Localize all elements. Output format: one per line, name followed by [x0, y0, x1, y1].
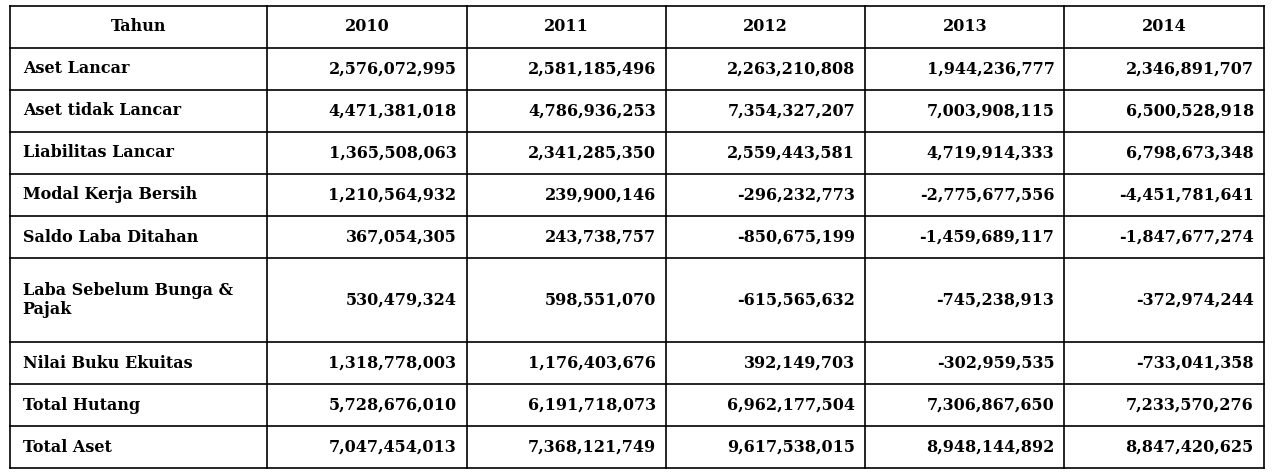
Text: 7,368,121,749: 7,368,121,749	[527, 439, 656, 456]
Text: 2,581,185,496: 2,581,185,496	[527, 60, 656, 77]
Text: 6,962,177,504: 6,962,177,504	[727, 397, 855, 414]
Text: 4,786,936,253: 4,786,936,253	[527, 102, 656, 119]
Text: 1,210,564,932: 1,210,564,932	[329, 186, 456, 203]
Text: Tahun: Tahun	[111, 18, 167, 35]
Text: -1,459,689,117: -1,459,689,117	[920, 228, 1055, 246]
Text: Saldo Laba Ditahan: Saldo Laba Ditahan	[23, 228, 197, 246]
Text: Total Aset: Total Aset	[23, 439, 112, 456]
Text: -1,847,677,274: -1,847,677,274	[1119, 228, 1254, 246]
Text: Aset tidak Lancar: Aset tidak Lancar	[23, 102, 181, 119]
Text: -615,565,632: -615,565,632	[738, 292, 855, 309]
Text: 2,263,210,808: 2,263,210,808	[726, 60, 855, 77]
Text: 6,191,718,073: 6,191,718,073	[527, 397, 656, 414]
Text: 4,719,914,333: 4,719,914,333	[926, 145, 1055, 161]
Text: 2013: 2013	[943, 18, 987, 35]
Text: 6,500,528,918: 6,500,528,918	[1125, 102, 1254, 119]
Text: -302,959,535: -302,959,535	[936, 355, 1055, 372]
Text: 2,576,072,995: 2,576,072,995	[329, 60, 456, 77]
Text: 7,047,454,013: 7,047,454,013	[329, 439, 456, 456]
Text: 530,479,324: 530,479,324	[345, 292, 456, 309]
Text: -850,675,199: -850,675,199	[738, 228, 855, 246]
Text: 5,728,676,010: 5,728,676,010	[329, 397, 456, 414]
Text: 2,346,891,707: 2,346,891,707	[1126, 60, 1254, 77]
Text: 8,847,420,625: 8,847,420,625	[1125, 439, 1254, 456]
Text: 2,559,443,581: 2,559,443,581	[727, 145, 855, 161]
Text: -745,238,913: -745,238,913	[936, 292, 1055, 309]
Text: 1,365,508,063: 1,365,508,063	[329, 145, 456, 161]
Text: Laba Sebelum Bunga &
Pajak: Laba Sebelum Bunga & Pajak	[23, 282, 233, 319]
Text: 392,149,703: 392,149,703	[744, 355, 855, 372]
Text: Liabilitas Lancar: Liabilitas Lancar	[23, 145, 173, 161]
Text: 9,617,538,015: 9,617,538,015	[727, 439, 855, 456]
Text: 2010: 2010	[344, 18, 390, 35]
Text: Aset Lancar: Aset Lancar	[23, 60, 129, 77]
Text: 1,318,778,003: 1,318,778,003	[329, 355, 456, 372]
Text: 7,306,867,650: 7,306,867,650	[926, 397, 1055, 414]
Text: 2012: 2012	[743, 18, 787, 35]
Text: -4,451,781,641: -4,451,781,641	[1119, 186, 1254, 203]
Text: Nilai Buku Ekuitas: Nilai Buku Ekuitas	[23, 355, 192, 372]
Text: 1,944,236,777: 1,944,236,777	[926, 60, 1055, 77]
Text: -2,775,677,556: -2,775,677,556	[920, 186, 1055, 203]
Text: 2014: 2014	[1142, 18, 1186, 35]
Text: 2011: 2011	[544, 18, 589, 35]
Text: 1,176,403,676: 1,176,403,676	[527, 355, 656, 372]
Text: -733,041,358: -733,041,358	[1136, 355, 1254, 372]
Text: 8,948,144,892: 8,948,144,892	[926, 439, 1055, 456]
Text: Total Hutang: Total Hutang	[23, 397, 140, 414]
Text: 4,471,381,018: 4,471,381,018	[329, 102, 456, 119]
Text: 239,900,146: 239,900,146	[544, 186, 656, 203]
Text: -372,974,244: -372,974,244	[1136, 292, 1254, 309]
Text: 6,798,673,348: 6,798,673,348	[1126, 145, 1254, 161]
Text: 7,354,327,207: 7,354,327,207	[727, 102, 855, 119]
Text: 598,551,070: 598,551,070	[544, 292, 656, 309]
Text: -296,232,773: -296,232,773	[738, 186, 855, 203]
Text: 7,233,570,276: 7,233,570,276	[1126, 397, 1254, 414]
Text: 367,054,305: 367,054,305	[345, 228, 456, 246]
Text: Modal Kerja Bersih: Modal Kerja Bersih	[23, 186, 197, 203]
Text: 243,738,757: 243,738,757	[545, 228, 656, 246]
Text: 7,003,908,115: 7,003,908,115	[926, 102, 1055, 119]
Text: 2,341,285,350: 2,341,285,350	[527, 145, 656, 161]
